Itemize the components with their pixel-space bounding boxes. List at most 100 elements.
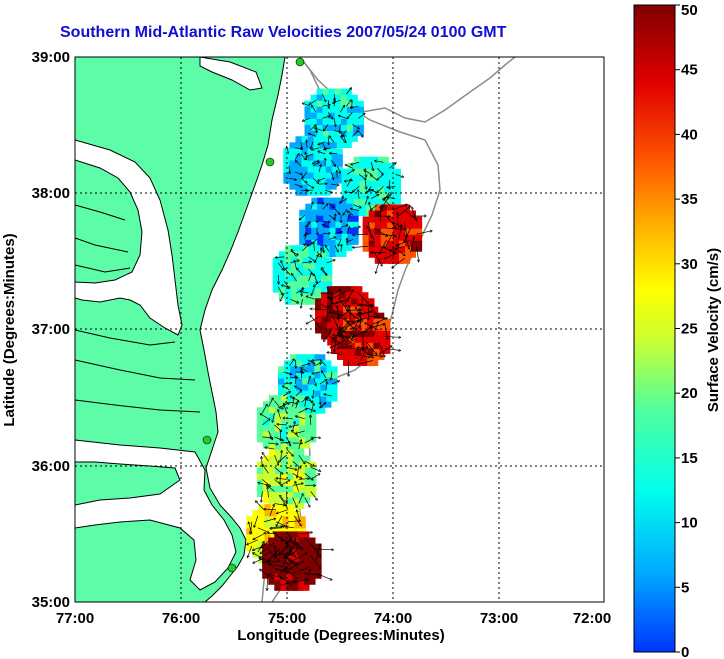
velocity-cell: [309, 251, 321, 263]
velocity-vector: [360, 297, 364, 314]
velocity-cell: [262, 419, 274, 431]
velocity-vector: [312, 162, 319, 167]
velocity-vector: [253, 557, 265, 563]
velocity-vector: [404, 221, 407, 237]
velocity-vector: [290, 539, 305, 550]
velocity-vector: [322, 268, 327, 276]
velocity-vector: [340, 225, 348, 228]
x-tick-label: 77:00: [56, 610, 94, 627]
velocity-cell: [269, 413, 280, 425]
velocity-vector: [261, 491, 262, 501]
velocity-vector: [348, 311, 361, 321]
velocity-cell: [337, 318, 349, 330]
velocity-vector: [359, 309, 362, 325]
velocity-cell: [359, 193, 371, 205]
velocity-cell: [335, 203, 347, 215]
velocity-vector: [270, 528, 283, 529]
velocity-vector: [392, 244, 398, 259]
velocity-vector: [254, 515, 259, 527]
velocity-cell: [317, 209, 329, 221]
velocity-vector: [292, 545, 301, 555]
velocity-vector: [324, 394, 333, 397]
velocity-vector: [412, 207, 417, 223]
velocity-vector: [274, 503, 285, 506]
velocity-vector: [322, 204, 328, 210]
velocity-cell: [359, 168, 371, 180]
velocity-vector: [272, 412, 275, 422]
velocity-vector: [303, 103, 311, 107]
velocity-cell: [303, 245, 315, 257]
velocity-cell: [340, 94, 352, 106]
velocity-cell: [313, 136, 325, 148]
velocity-vector: [264, 509, 277, 510]
velocity-cell: [389, 174, 401, 186]
velocity-vector: [396, 239, 411, 245]
velocity-cell: [330, 336, 342, 348]
velocity-cell: [374, 234, 386, 246]
velocity-cell: [295, 166, 307, 178]
velocity-vector: [293, 515, 301, 526]
velocity-vector: [296, 161, 302, 167]
velocity-cell: [334, 137, 346, 149]
velocity-vector: [290, 298, 298, 303]
velocity-vector: [377, 168, 383, 174]
velocity-vector: [313, 389, 314, 398]
velocity-vector: [307, 221, 312, 227]
velocity-cell: [278, 372, 290, 384]
velocity-cell: [252, 516, 264, 528]
velocity-vector: [290, 396, 299, 401]
velocity-cell: [269, 437, 280, 449]
velocity-vector: [313, 377, 316, 386]
velocity-vector: [310, 474, 320, 480]
velocity-cell: [341, 174, 353, 186]
velocity-vector: [268, 443, 277, 444]
velocity-cell: [321, 275, 333, 287]
velocity-vector: [289, 560, 305, 569]
velocity-vector: [312, 106, 317, 113]
velocity-vector: [289, 359, 294, 367]
velocity-cell: [299, 215, 311, 227]
velocity-cell: [304, 543, 316, 555]
velocity-cell: [268, 543, 280, 555]
velocity-vector: [347, 239, 354, 242]
velocity-cell: [353, 162, 365, 174]
y-axis-title: Latitude (Degrees:Minutes): [1, 233, 18, 426]
velocity-cell: [289, 148, 301, 160]
velocity-vector: [340, 196, 343, 204]
velocity-vector: [395, 174, 403, 177]
velocity-cell: [368, 228, 380, 240]
velocity-vector: [397, 213, 398, 229]
velocity-cell: [296, 287, 308, 299]
velocity-cell: [270, 522, 282, 534]
velocity-cell: [340, 118, 352, 130]
velocity-cell: [351, 292, 363, 304]
velocity-cell: [386, 210, 398, 222]
velocity-cell: [367, 348, 379, 360]
velocity-cell: [322, 124, 334, 136]
velocity-cell: [275, 498, 287, 510]
velocity-vector: [291, 250, 297, 258]
velocity-vector: [262, 419, 269, 426]
velocity-cell: [256, 425, 268, 437]
velocity-vector: [341, 130, 347, 136]
velocity-cell: [293, 401, 305, 413]
velocity-cell: [258, 534, 270, 546]
velocity-vector: [364, 170, 372, 175]
colorbar-tick-label: 10: [681, 515, 698, 532]
velocity-vector: [298, 479, 309, 480]
velocity-cell: [307, 166, 319, 178]
velocity-cell: [359, 180, 371, 192]
velocity-vector: [262, 479, 270, 486]
velocity-vector: [372, 318, 387, 325]
velocity-vector: [273, 532, 283, 541]
velocity-cell: [405, 216, 417, 228]
velocity-cell: [303, 281, 315, 293]
velocity-cell: [262, 561, 274, 573]
velocity-cell: [335, 246, 347, 258]
velocity-cell: [281, 479, 293, 491]
velocity-vector: [295, 372, 304, 373]
velocity-cell: [345, 298, 357, 310]
velocity-vector: [322, 116, 330, 119]
velocity-vector: [375, 210, 384, 214]
colorbar-title: Surface Velocity (cm/s): [705, 248, 722, 412]
